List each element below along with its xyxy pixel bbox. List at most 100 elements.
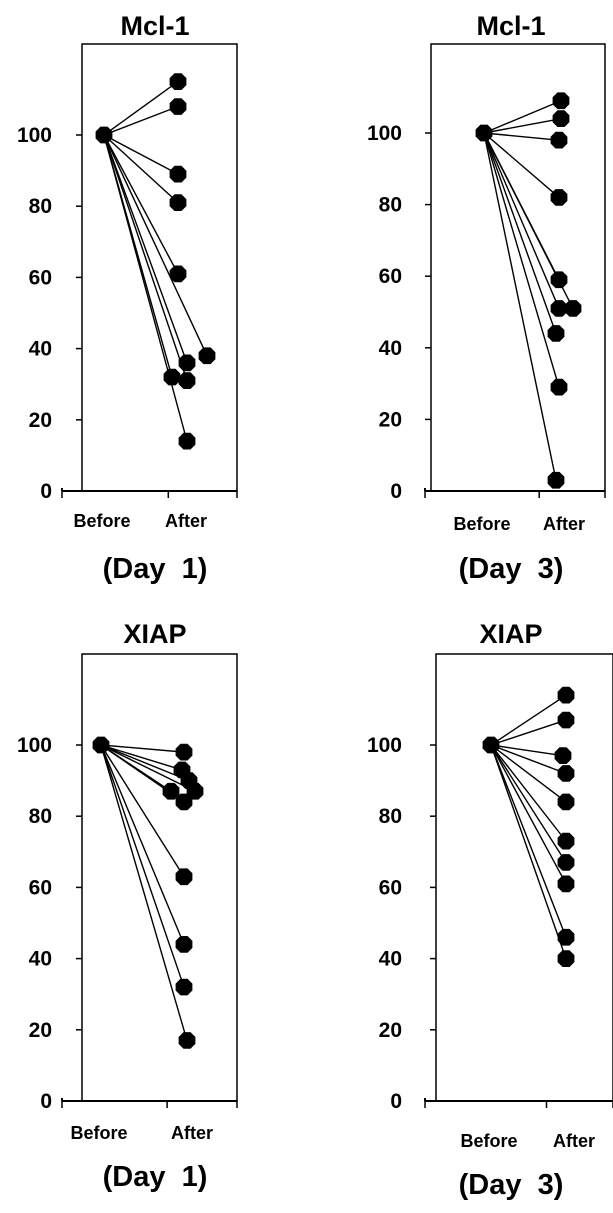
chart-title: Mcl-1 [120, 11, 189, 41]
connector-line [490, 694, 567, 746]
after-point [557, 928, 575, 946]
x-category-label-before: Before [73, 511, 130, 531]
after-point [550, 189, 568, 206]
y-tick-label: 100 [367, 734, 402, 757]
chart-panel-3: XIAP 0 20 40 60 80 100 Before After (Day 1) [17, 619, 238, 1193]
connector-line [483, 132, 560, 388]
connector-line [103, 134, 188, 442]
plot-frame [81, 653, 238, 1102]
y-tick-label: 0 [40, 1090, 52, 1113]
after-point [557, 765, 575, 782]
after-point [554, 747, 572, 764]
after-point [557, 793, 575, 811]
x-category-label-before: Before [453, 514, 510, 534]
after-point [178, 354, 196, 372]
y-tick-label: 60 [29, 266, 52, 289]
plot-frame [430, 43, 606, 492]
after-point [178, 1032, 196, 1049]
after-point [198, 347, 216, 365]
connector-line [490, 744, 567, 803]
connector-line [103, 134, 179, 175]
after-point [169, 265, 187, 283]
after-point [169, 73, 187, 90]
x-category-label-after: After [165, 511, 207, 531]
after-point [169, 194, 187, 211]
before-point [92, 736, 110, 754]
y-tick-label: 80 [379, 805, 402, 828]
after-point [552, 110, 570, 127]
connector-line [103, 134, 179, 204]
after-point [178, 372, 196, 389]
after-point [175, 743, 193, 761]
after-point [169, 165, 187, 183]
x-category-label-after: After [171, 1123, 213, 1143]
y-tick-label: 40 [379, 337, 402, 360]
y-tick-label: 0 [390, 1090, 402, 1113]
y-tick-label: 40 [379, 948, 402, 971]
connector-line [100, 744, 185, 753]
after-point [550, 378, 568, 396]
connector-line [490, 744, 567, 842]
connector-line [100, 744, 196, 792]
y-tick-label: 80 [29, 805, 52, 828]
after-point [557, 950, 575, 967]
before-point [95, 126, 113, 144]
connector-line [490, 744, 564, 757]
after-point [169, 98, 187, 115]
connector-line [490, 744, 567, 959]
chart-panel-2: Mcl-1 0 20 40 60 80 100 Before After (Day 3) [367, 11, 606, 585]
plot-frame [435, 653, 613, 1102]
connector-line [483, 132, 560, 198]
y-tick-label: 20 [379, 408, 402, 431]
connector-line [490, 744, 567, 863]
connector-line [103, 134, 188, 381]
connector-line [483, 117, 562, 134]
after-point [557, 711, 575, 729]
chart-panel-4: XIAP 0 20 40 60 80 100 Before After (Day 3) [367, 619, 613, 1201]
x-category-label-after: After [553, 1131, 595, 1151]
x-category-label-before: Before [70, 1123, 127, 1143]
connector-line [483, 132, 557, 334]
y-tick-label: 20 [29, 1019, 52, 1042]
connector-line [483, 100, 562, 134]
y-tick-label: 20 [379, 1019, 402, 1042]
after-point [550, 131, 568, 149]
after-point [162, 782, 180, 800]
y-tick-label: 100 [17, 734, 52, 757]
y-tick-label: 80 [29, 195, 52, 218]
connector-line [100, 744, 183, 771]
connector-line [490, 744, 567, 775]
connector-line [103, 81, 179, 136]
before-point [482, 736, 500, 754]
chart-title: XIAP [479, 619, 542, 649]
day-label: (Day 1) [103, 553, 208, 585]
connector-line [100, 744, 185, 988]
after-point [557, 686, 575, 704]
y-tick-label: 100 [17, 124, 52, 147]
y-tick-label: 100 [367, 122, 402, 145]
y-tick-label: 60 [379, 265, 402, 288]
after-point [557, 854, 575, 871]
x-category-label-before: Before [460, 1131, 517, 1151]
y-tick-label: 0 [390, 480, 402, 503]
connector-line [100, 744, 185, 945]
connector-line [483, 132, 560, 309]
after-point [547, 325, 565, 342]
y-tick-label: 20 [29, 409, 52, 432]
connector-line [100, 744, 190, 782]
y-tick-label: 60 [379, 876, 402, 899]
after-point [552, 92, 570, 110]
connector-line [103, 134, 179, 275]
day-label: (Day 1) [103, 1161, 208, 1193]
after-point [175, 868, 193, 886]
day-label: (Day 3) [459, 553, 564, 585]
day-label: (Day 3) [459, 1169, 564, 1201]
after-point [550, 271, 568, 289]
connector-line [100, 744, 185, 878]
after-point [557, 832, 575, 850]
y-tick-label: 60 [29, 876, 52, 899]
after-point [175, 978, 193, 996]
y-tick-label: 40 [29, 338, 52, 361]
after-point [557, 875, 575, 893]
